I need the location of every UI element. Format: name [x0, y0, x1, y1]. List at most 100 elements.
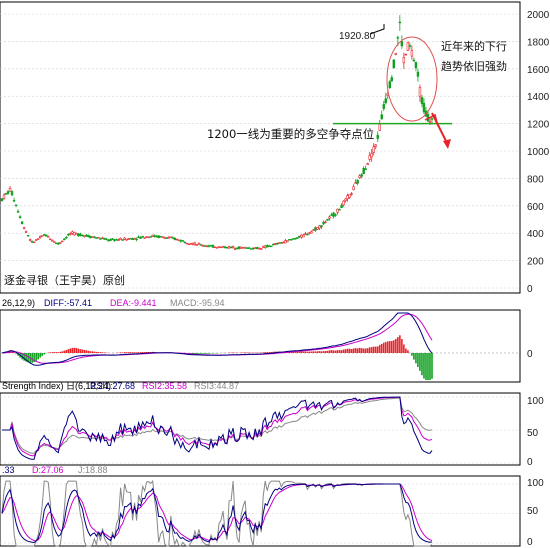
candle-body: [225, 246, 229, 249]
candle-body: [6, 191, 10, 194]
candle-body: [231, 246, 235, 248]
price-tick-label: 1200: [527, 120, 550, 131]
candle-body: [22, 227, 26, 229]
kdj-k-line: [1, 483, 433, 544]
candle-body: [73, 232, 76, 236]
candle-body: [12, 200, 16, 202]
candle-body: [133, 238, 136, 240]
candle-body: [280, 242, 283, 244]
candle-body: [129, 237, 132, 240]
down-arrow: [424, 112, 451, 149]
candle-body: [358, 175, 361, 178]
candle-body: [191, 243, 195, 245]
candle-body: [155, 235, 158, 238]
candle-body: [253, 247, 257, 249]
candle-body: [288, 239, 291, 241]
candle-body: [75, 233, 78, 235]
rsi-panel-frame: [0, 392, 521, 466]
candle-body: [215, 247, 219, 249]
candle-body: [65, 236, 68, 239]
candle-body: [91, 236, 94, 238]
candle-body: [372, 146, 375, 153]
candle-body: [211, 244, 215, 248]
macd-dea-value: DEA:-9.441: [110, 298, 157, 308]
candle-body: [141, 235, 144, 238]
candle-body: [169, 236, 172, 239]
macd-dea-line: [1, 313, 433, 364]
candle-body: [187, 243, 191, 245]
candle-body: [81, 234, 84, 237]
candle-body: [233, 248, 237, 250]
candle-body: [428, 120, 432, 123]
candle-body: [316, 227, 319, 230]
candle-body: [239, 246, 243, 249]
candle-body: [189, 243, 193, 245]
candle-body: [42, 234, 46, 236]
candle-body: [157, 235, 160, 239]
candle-body: [388, 81, 392, 89]
rsi-tick-50: 50: [527, 428, 539, 439]
candle-body: [34, 239, 38, 241]
candle-body: [201, 245, 205, 247]
candle-body: [370, 153, 373, 158]
candle-body: [117, 239, 120, 241]
candle-body: [324, 221, 327, 224]
kdj-tick-100: 100: [527, 478, 544, 489]
kdj-tick-50: 50: [527, 506, 539, 517]
candle-body: [340, 204, 343, 209]
price-tick-label: 0: [527, 284, 533, 295]
candle-body: [342, 200, 345, 206]
candle-body: [101, 237, 104, 240]
kdj-j-value: J:18.88: [78, 465, 108, 475]
candle-body: [161, 236, 164, 238]
candle-body: [143, 237, 146, 239]
candle-body: [380, 114, 383, 120]
candle-body: [382, 104, 385, 109]
candle-body: [53, 240, 56, 243]
candle-body: [264, 245, 267, 248]
candle-body: [175, 238, 179, 241]
candle-body: [257, 247, 261, 250]
candle-body: [159, 236, 162, 238]
candle-body: [338, 209, 341, 211]
candle-body: [105, 238, 108, 241]
candle-body: [304, 233, 307, 235]
candle-body: [394, 52, 398, 55]
trend-note-line1: 近年来的下行: [441, 39, 507, 53]
candle-body: [418, 87, 422, 97]
candle-body: [193, 242, 197, 245]
candle-body: [312, 229, 315, 231]
kdj-k-value: .33: [2, 465, 15, 475]
candle-body: [0, 198, 4, 201]
candle-body: [266, 245, 269, 248]
candle-body: [302, 234, 305, 238]
candle-body: [85, 234, 88, 237]
candle-body: [181, 240, 185, 242]
candle-body: [308, 232, 311, 234]
candle-body: [262, 246, 265, 248]
candle-body: [63, 238, 66, 240]
candle-body: [237, 246, 241, 249]
candle-body: [18, 216, 22, 219]
macd-tick-0: 0: [527, 349, 533, 360]
candle-body: [137, 236, 140, 239]
price-grid: [0, 13, 520, 289]
candle-body: [103, 237, 106, 240]
candle-body: [430, 118, 434, 120]
candle-body: [127, 238, 130, 240]
candle-body: [24, 231, 28, 233]
candle-body: [79, 233, 82, 237]
candle-body: [109, 239, 112, 241]
candle-body: [209, 245, 213, 247]
candle-body: [107, 239, 110, 242]
rsi2-line: [2, 396, 433, 457]
candle-body: [203, 245, 207, 247]
candle-body: [121, 239, 124, 241]
kdj-d-line: [1, 483, 433, 542]
candle-body: [47, 236, 50, 238]
candle-body: [147, 236, 150, 239]
price-candles: [0, 15, 434, 251]
candle-body: [16, 211, 20, 213]
